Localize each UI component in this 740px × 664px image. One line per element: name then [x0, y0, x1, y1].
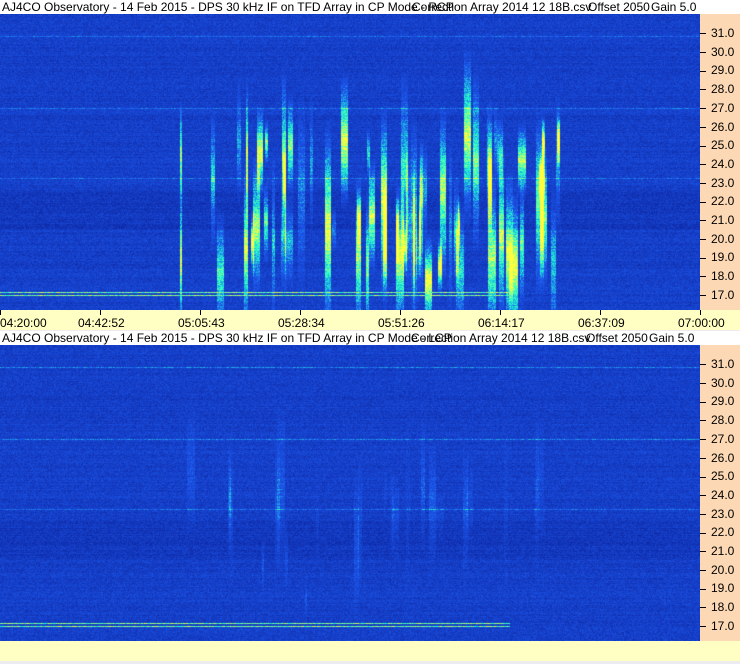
time-tick-mark	[500, 310, 501, 315]
time-tick-mark	[700, 310, 701, 315]
frequency-tick: 25.0	[700, 139, 734, 151]
frequency-tick: 21.0	[700, 214, 734, 226]
time-tick-label: 04:42:52	[78, 316, 125, 330]
frequency-tick: 22.0	[700, 526, 734, 538]
frequency-tick: 18.0	[700, 601, 734, 613]
frequency-tick: 17.0	[700, 289, 734, 301]
rcp-frequency-axis: 31.0 30.0 29.0 28.0 27.0 26.0 25.0 24.0 23.0 22.0…	[700, 14, 740, 310]
lcp-gain: Gain 5.0	[649, 331, 695, 345]
rcp-correction: Correction Array 2014 12 18B.csv	[412, 0, 592, 14]
frequency-tick: 28.0	[700, 414, 734, 426]
frequency-tick: 30.0	[700, 377, 734, 389]
time-tick-mark	[600, 310, 601, 315]
time-tick-mark	[0, 310, 1, 315]
rcp-title: AJ4CO Observatory - 14 Feb 2015 - DPS 30…	[2, 0, 454, 14]
frequency-tick: 31.0	[700, 27, 734, 39]
lcp-frequency-axis: 31.0 30.0 29.0 28.0 27.0 26.0 25.0 24.0 23.0 22.0…	[700, 345, 740, 641]
time-axis: 04:20:00 04:42:52 05:05:43 05:28:34 05:51:26…	[0, 310, 740, 330]
frequency-tick: 20.0	[700, 564, 734, 576]
time-tick-mark	[300, 310, 301, 315]
frequency-tick: 20.0	[700, 233, 734, 245]
frequency-tick: 27.0	[700, 433, 734, 445]
lcp-title: AJ4CO Observatory - 14 Feb 2015 - DPS 30…	[2, 331, 452, 345]
frequency-tick: 17.0	[700, 620, 734, 632]
frequency-tick: 24.0	[700, 158, 734, 170]
frequency-tick: 23.0	[700, 177, 734, 189]
rcp-offset: Offset 2050	[588, 0, 650, 14]
time-tick-label: 07:00:00	[678, 316, 725, 330]
frequency-tick: 25.0	[700, 470, 734, 482]
frequency-tick: 18.0	[700, 270, 734, 282]
lcp-offset: Offset 2050	[586, 331, 648, 345]
time-tick-label: 05:28:34	[278, 316, 325, 330]
time-tick-label: 05:05:43	[178, 316, 225, 330]
lcp-title-bar: AJ4CO Observatory - 14 Feb 2015 - DPS 30…	[0, 331, 740, 345]
bottom-time-strip	[0, 641, 740, 661]
time-tick-mark	[400, 310, 401, 315]
frequency-tick: 30.0	[700, 46, 734, 58]
frequency-tick: 24.0	[700, 489, 734, 501]
frequency-tick: 22.0	[700, 195, 734, 207]
time-tick-mark	[100, 310, 101, 315]
time-tick-mark	[200, 310, 201, 315]
time-tick-label: 06:14:17	[478, 316, 525, 330]
rcp-title-bar: AJ4CO Observatory - 14 Feb 2015 - DPS 30…	[0, 0, 740, 14]
frequency-tick: 21.0	[700, 545, 734, 557]
frequency-tick: 19.0	[700, 251, 734, 263]
time-tick-label: 06:37:09	[578, 316, 625, 330]
lcp-spectrogram	[0, 345, 700, 641]
lcp-correction: Correction Array 2014 12 18B.csv	[411, 331, 591, 345]
time-tick-label: 04:20:00	[0, 316, 47, 330]
rcp-gain: Gain 5.0	[651, 0, 697, 14]
frequency-tick: 28.0	[700, 83, 734, 95]
rcp-spectrogram	[0, 14, 700, 310]
frequency-tick: 29.0	[700, 64, 734, 76]
frequency-tick: 19.0	[700, 582, 734, 594]
frequency-tick: 23.0	[700, 508, 734, 520]
frequency-tick: 29.0	[700, 395, 734, 407]
frequency-tick: 26.0	[700, 121, 734, 133]
frequency-tick: 26.0	[700, 452, 734, 464]
frequency-tick: 27.0	[700, 102, 734, 114]
time-tick-label: 05:51:26	[378, 316, 425, 330]
frequency-tick: 31.0	[700, 358, 734, 370]
